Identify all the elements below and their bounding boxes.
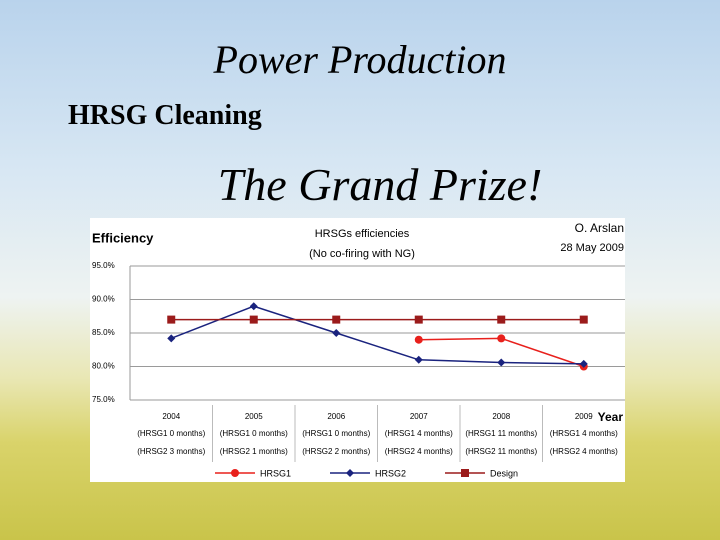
data-point: [249, 315, 258, 324]
data-point: [579, 315, 588, 324]
x-tick-label: 2008: [492, 412, 510, 421]
data-point: [497, 334, 506, 343]
x-tick-label: 2006: [327, 412, 345, 421]
data-point: [497, 358, 506, 367]
data-point: [579, 359, 588, 368]
y-tick-label: 85.0%: [92, 328, 115, 337]
x-axis-label: Year: [598, 410, 624, 424]
category-note: (HRSG1 4 months): [385, 429, 453, 438]
category-note: (HRSG1 11 months): [465, 429, 537, 438]
series-line: [170, 305, 584, 365]
legend-marker: [461, 469, 469, 477]
category-note: (HRSG1 0 months): [137, 429, 205, 438]
data-point: [249, 302, 258, 311]
category-note: (HRSG2 3 months): [137, 447, 205, 456]
slide-subtitle: HRSG Cleaning: [68, 100, 262, 131]
y-tick-label: 90.0%: [92, 295, 115, 304]
y-tick-label: 95.0%: [92, 261, 115, 270]
x-tick-label: 2007: [410, 412, 428, 421]
category-note: (HRSG1 4 months): [550, 429, 618, 438]
category-note: (HRSG2 2 months): [302, 447, 370, 456]
data-point: [497, 315, 506, 324]
annotation: 28 May 2009: [560, 242, 624, 254]
legend-label: Design: [490, 468, 518, 478]
annotation: O. Arslan: [575, 221, 624, 235]
data-point: [167, 315, 176, 324]
data-point: [414, 315, 423, 324]
category-note: (HRSG2 1 months): [220, 447, 288, 456]
data-point: [414, 355, 423, 364]
legend-marker: [346, 469, 354, 477]
data-point: [167, 334, 176, 343]
category-note: (HRSG1 0 months): [220, 429, 288, 438]
y-tick-label: 80.0%: [92, 362, 115, 371]
x-tick-label: 2005: [245, 412, 263, 421]
y-tick-label: 75.0%: [92, 395, 115, 404]
y-axis-label: Efficiency: [92, 230, 154, 245]
data-point: [332, 315, 341, 324]
legend-marker: [231, 469, 239, 477]
legend-label: HRSG2: [375, 468, 406, 478]
slide-title: Power Production: [213, 37, 507, 82]
category-note: (HRSG2 11 months): [465, 447, 537, 456]
data-point: [414, 335, 423, 344]
x-tick-label: 2009: [575, 412, 593, 421]
category-note: (HRSG2 4 months): [385, 447, 453, 456]
x-tick-label: 2004: [162, 412, 180, 421]
slide-heading: The Grand Prize!: [217, 159, 543, 210]
category-note: (HRSG2 4 months): [550, 447, 618, 456]
chart-title: HRSGs efficiencies: [315, 228, 410, 240]
data-point: [332, 329, 341, 337]
chart-subtitle: (No co-firing with NG): [309, 248, 415, 260]
category-note: (HRSG1 0 months): [302, 429, 370, 438]
legend-label: HRSG1: [260, 468, 291, 478]
